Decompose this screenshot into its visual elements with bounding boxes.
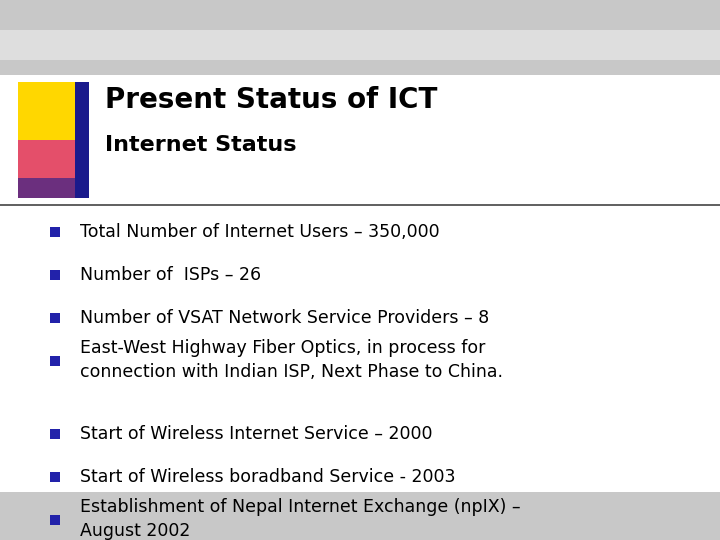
- Text: Present Status of ICT: Present Status of ICT: [105, 86, 437, 114]
- Text: East-West Highway Fiber Optics, in process for
connection with Indian ISP, Next : East-West Highway Fiber Optics, in proce…: [80, 339, 503, 381]
- Bar: [18, 178, 76, 198]
- Text: Number of VSAT Network Service Providers – 8: Number of VSAT Network Service Providers…: [80, 309, 490, 327]
- Bar: [18, 136, 80, 198]
- Text: Total Number of Internet Users – 350,000: Total Number of Internet Users – 350,000: [80, 223, 440, 241]
- Bar: [18, 82, 78, 140]
- Bar: [50, 313, 60, 323]
- Text: Internet Status: Internet Status: [105, 135, 297, 155]
- Bar: [75, 82, 89, 198]
- Bar: [50, 356, 60, 366]
- Bar: [0, 0, 720, 75]
- Bar: [50, 515, 60, 525]
- Bar: [50, 227, 60, 237]
- Text: Establishment of Nepal Internet Exchange (npIX) –
August 2002: Establishment of Nepal Internet Exchange…: [80, 498, 521, 540]
- Text: Number of  ISPs – 26: Number of ISPs – 26: [80, 266, 261, 284]
- Bar: [50, 429, 60, 439]
- Text: Start of Wireless Internet Service – 2000: Start of Wireless Internet Service – 200…: [80, 425, 433, 443]
- Bar: [0, 30, 720, 60]
- Bar: [0, 492, 720, 540]
- Bar: [50, 270, 60, 280]
- Text: Start of Wireless boradband Service - 2003: Start of Wireless boradband Service - 20…: [80, 468, 456, 486]
- Bar: [50, 472, 60, 482]
